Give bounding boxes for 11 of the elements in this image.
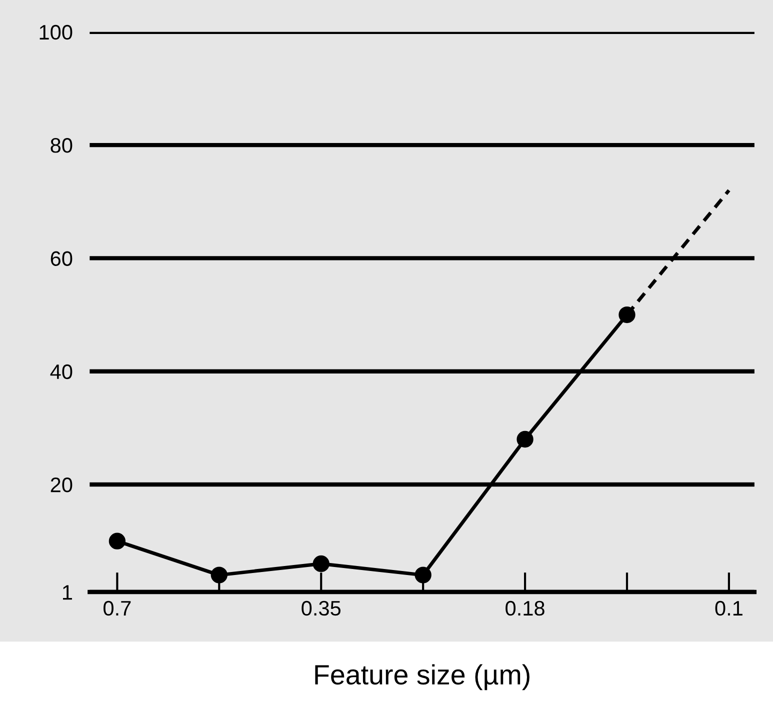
x-axis-title: Feature size (µm) xyxy=(315,664,530,690)
x-tick-label: 0.35 xyxy=(302,600,341,616)
y-tick-label: 40 xyxy=(50,364,72,380)
x-tick-label: 0.18 xyxy=(506,600,544,616)
y-tick-label: 1 xyxy=(63,585,72,600)
y-tick-label: 60 xyxy=(50,251,72,266)
y-tick-label: 100 xyxy=(40,24,72,40)
y-tick-label: 80 xyxy=(50,138,72,153)
x-tick-label: 0.7 xyxy=(104,600,131,616)
y-tick-label: 20 xyxy=(50,478,72,492)
x-tick-label: 0.1 xyxy=(715,600,742,616)
